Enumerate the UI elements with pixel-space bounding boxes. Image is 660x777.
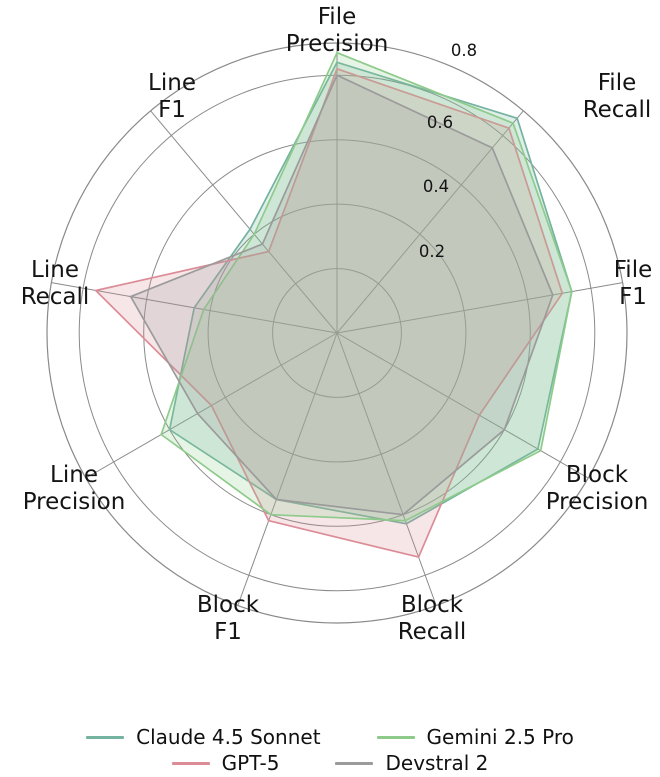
- series-polygon-gemini-2-5-pro: [160, 51, 573, 522]
- chart-legend: Claude 4.5 Sonnet Gemini 2.5 Pro GPT-5 D…: [0, 725, 660, 775]
- legend-label-devstral-2: Devstral 2: [385, 751, 489, 775]
- rtick-label-0-2: 0.2: [419, 242, 445, 261]
- radar-series: [94, 51, 573, 558]
- legend-item-claude-4-5-sonnet: Claude 4.5 Sonnet: [86, 725, 321, 749]
- legend-item-devstral-2: Devstral 2: [335, 751, 488, 775]
- legend-row-1: Claude 4.5 Sonnet Gemini 2.5 Pro: [86, 725, 574, 749]
- rtick-label-0-6: 0.6: [427, 113, 453, 132]
- legend-item-gemini-2-5-pro: Gemini 2.5 Pro: [376, 725, 574, 749]
- axis-spoke: [150, 110, 338, 334]
- legend-item-gpt-5: GPT-5: [171, 751, 280, 775]
- axis-label-line-recall: Line Recall: [21, 257, 90, 310]
- axis-spoke: [237, 332, 338, 606]
- legend-swatch-devstral-2: [335, 761, 374, 765]
- series-polygon-gpt-5: [94, 67, 564, 558]
- axis-spoke: [336, 332, 589, 479]
- rtick-label-0-4: 0.4: [423, 177, 449, 196]
- legend-label-claude-4-5-sonnet: Claude 4.5 Sonnet: [136, 725, 321, 749]
- legend-swatch-gemini-2-5-pro: [376, 735, 415, 739]
- axis-spoke: [336, 282, 623, 334]
- axis-label-file-recall: File Recall: [583, 70, 652, 123]
- axis-spoke: [336, 332, 437, 606]
- axis-label-file-precision: File Precision: [286, 4, 389, 57]
- axis-label-block-precision: Block Precision: [546, 462, 649, 515]
- legend-label-gemini-2-5-pro: Gemini 2.5 Pro: [426, 725, 574, 749]
- axis-label-file-f1: File F1: [614, 257, 653, 310]
- rtick-label-0-8: 0.8: [451, 41, 477, 60]
- series-polygon-claude-4-5-sonnet: [168, 61, 573, 525]
- radar-grid: [46, 42, 628, 624]
- axis-label-block-f1: Block F1: [197, 592, 260, 645]
- legend-label-gpt-5: GPT-5: [221, 751, 280, 775]
- legend-swatch-gpt-5: [171, 761, 210, 765]
- axis-label-block-recall: Block Recall: [398, 592, 467, 645]
- legend-swatch-claude-4-5-sonnet: [86, 735, 125, 739]
- radar-chart: File Precision File Recall File F1 Block Precis…: [21, 4, 653, 645]
- axis-label-line-precision: Line Precision: [23, 462, 126, 515]
- legend-row-2: GPT-5 Devstral 2: [171, 751, 488, 775]
- axis-label-line-f1: Line F1: [148, 70, 196, 123]
- series-polygon-devstral-2: [129, 74, 554, 516]
